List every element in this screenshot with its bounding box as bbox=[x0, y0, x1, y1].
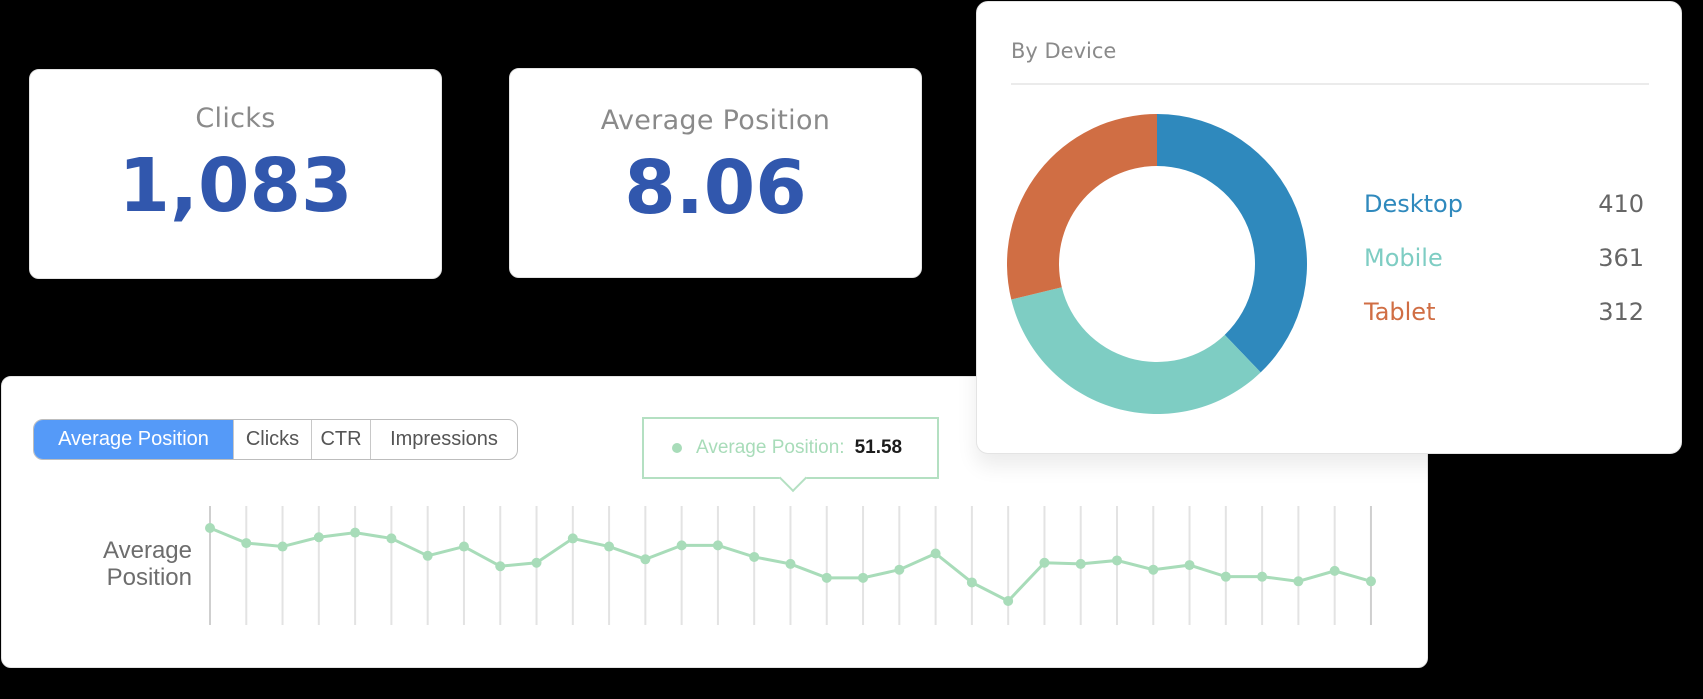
clicks-stat-card: Clicks 1,083 bbox=[29, 69, 442, 279]
data-point[interactable] bbox=[821, 572, 832, 583]
average-position-label: Average Position bbox=[600, 105, 831, 136]
legend-item-desktop: Desktop 410 bbox=[1364, 190, 1644, 244]
legend-item-tablet: Tablet 312 bbox=[1364, 298, 1644, 352]
legend-value-desktop: 410 bbox=[1598, 190, 1644, 218]
data-point[interactable] bbox=[241, 538, 252, 549]
data-point[interactable] bbox=[495, 561, 506, 572]
average-position-line-chart bbox=[205, 506, 1376, 625]
data-point[interactable] bbox=[1184, 560, 1195, 571]
data-point[interactable] bbox=[277, 541, 288, 552]
tab-average-position[interactable]: Average Position bbox=[34, 420, 234, 459]
clicks-label: Clicks bbox=[195, 103, 276, 134]
data-point[interactable] bbox=[640, 554, 651, 565]
data-point[interactable] bbox=[567, 533, 578, 544]
data-point[interactable] bbox=[386, 533, 397, 544]
divider bbox=[1011, 83, 1649, 85]
data-point[interactable] bbox=[858, 572, 869, 583]
data-point[interactable] bbox=[604, 541, 615, 552]
donut-slice-desktop[interactable] bbox=[1157, 114, 1307, 373]
tooltip-label: Average Position: bbox=[696, 437, 845, 458]
data-point[interactable] bbox=[1329, 565, 1340, 576]
data-point[interactable] bbox=[350, 527, 361, 538]
data-point[interactable] bbox=[785, 558, 796, 569]
data-point[interactable] bbox=[712, 540, 723, 551]
clicks-value: 1,083 bbox=[118, 143, 353, 229]
data-point[interactable] bbox=[531, 557, 542, 568]
data-point[interactable] bbox=[1148, 564, 1159, 575]
data-point[interactable] bbox=[676, 540, 687, 551]
tooltip-value: 51.58 bbox=[854, 437, 903, 458]
average-position-stat-card: Average Position 8.06 bbox=[509, 68, 922, 278]
data-point[interactable] bbox=[1293, 576, 1304, 587]
device-legend: Desktop 410 Mobile 361 Tablet 312 bbox=[1364, 190, 1644, 352]
data-point[interactable] bbox=[458, 541, 469, 552]
legend-label-desktop: Desktop bbox=[1364, 190, 1463, 218]
data-point[interactable] bbox=[313, 532, 324, 543]
data-point[interactable] bbox=[1112, 555, 1122, 566]
average-position-value: 8.06 bbox=[624, 145, 807, 231]
data-point[interactable] bbox=[422, 550, 433, 561]
y-axis-label: Average Position bbox=[103, 537, 192, 591]
legend-item-mobile: Mobile 361 bbox=[1364, 244, 1644, 298]
legend-label-mobile: Mobile bbox=[1364, 244, 1443, 272]
data-point[interactable] bbox=[1003, 596, 1014, 606]
data-point[interactable] bbox=[966, 577, 977, 588]
data-point[interactable] bbox=[1220, 571, 1231, 582]
data-point[interactable] bbox=[1075, 558, 1086, 569]
legend-value-tablet: 312 bbox=[1598, 298, 1644, 326]
device-donut-chart bbox=[1007, 114, 1307, 414]
tab-ctr[interactable]: CTR bbox=[312, 420, 371, 459]
data-point[interactable] bbox=[749, 551, 760, 562]
data-point[interactable] bbox=[894, 564, 905, 575]
legend-value-mobile: 361 bbox=[1598, 244, 1644, 272]
metric-segmented-control: Average Position Clicks CTR Impressions bbox=[33, 419, 518, 460]
data-point[interactable] bbox=[1257, 571, 1268, 582]
data-point[interactable] bbox=[1039, 557, 1050, 568]
donut-slice-tablet[interactable] bbox=[1007, 114, 1157, 300]
donut-slice-mobile[interactable] bbox=[1011, 287, 1261, 414]
data-point[interactable] bbox=[205, 523, 215, 533]
data-point[interactable] bbox=[930, 548, 941, 559]
tab-impressions[interactable]: Impressions bbox=[390, 428, 498, 450]
chart-tooltip: Average Position: 51.58 bbox=[642, 417, 939, 479]
series-dot-icon bbox=[672, 443, 682, 453]
by-device-card: By Device Desktop 410 Mobile 361 Tablet … bbox=[976, 1, 1682, 454]
tab-clicks[interactable]: Clicks bbox=[234, 420, 312, 459]
device-card-title: By Device bbox=[1011, 39, 1117, 63]
legend-label-tablet: Tablet bbox=[1364, 298, 1436, 326]
data-point[interactable] bbox=[1365, 576, 1376, 587]
